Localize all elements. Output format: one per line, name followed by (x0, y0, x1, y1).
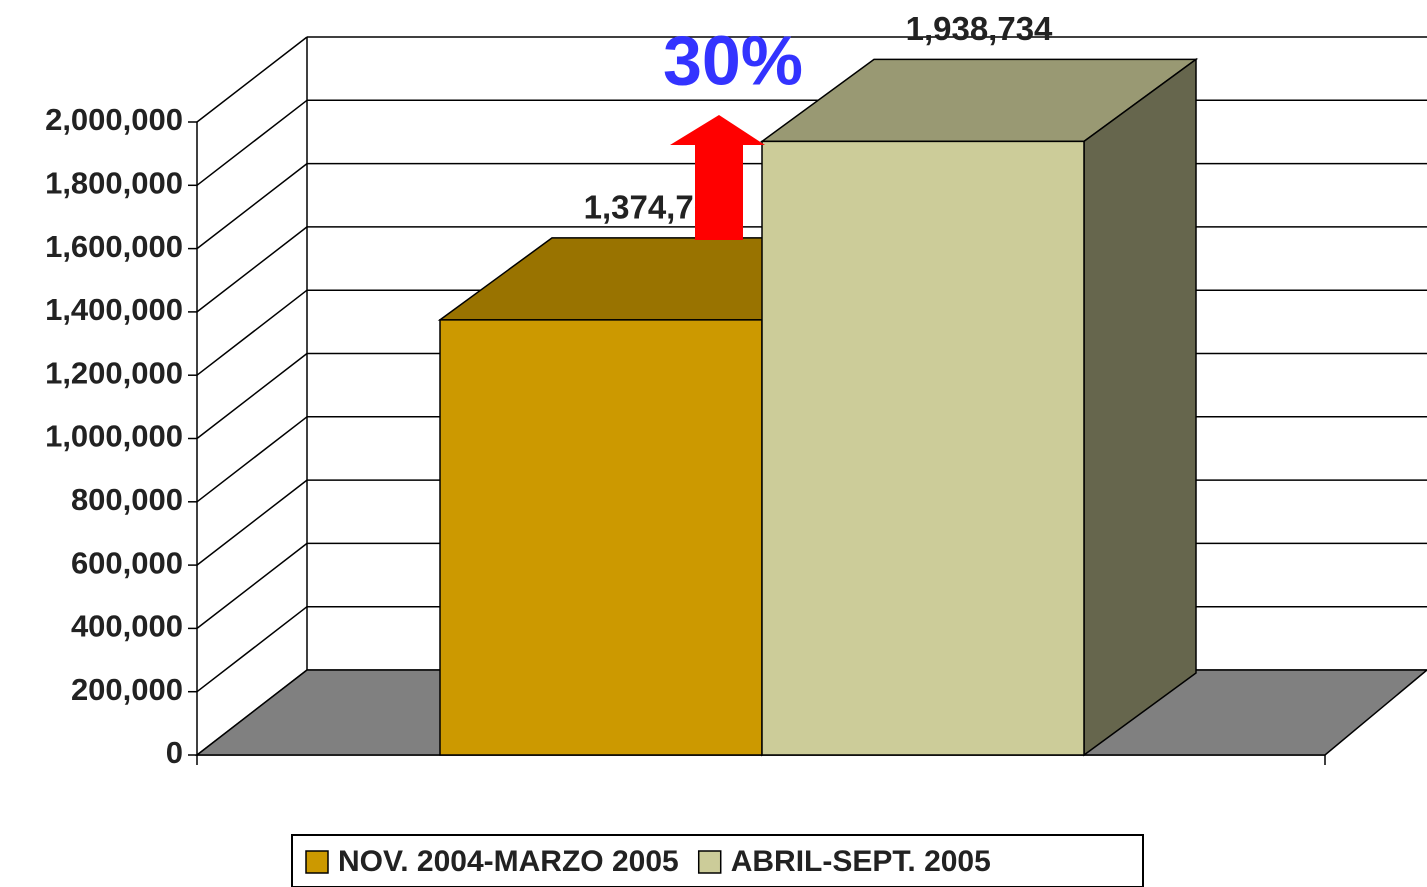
y-tick-label: 800,000 (71, 482, 183, 517)
y-tick-label: 1,200,000 (45, 355, 183, 390)
bar (439, 319, 763, 756)
grid-line (196, 542, 308, 629)
grid-line (196, 606, 308, 693)
grid-line (196, 226, 308, 313)
grid-line (196, 352, 308, 440)
bar (761, 140, 1085, 756)
y-tick-label: 0 (166, 735, 183, 770)
y-tick-label: 200,000 (71, 672, 183, 707)
legend-swatch (305, 850, 329, 874)
y-tick-label: 1,800,000 (45, 165, 183, 200)
legend-items: NOV. 2004-MARZO 2005 ABRIL-SEPT. 2005 (305, 845, 991, 878)
legend-label: NOV. 2004-MARZO 2005 (338, 845, 679, 878)
data-label: 1,938,734 (906, 10, 1053, 47)
legend (291, 834, 1144, 887)
grid-line (196, 36, 308, 123)
bar-side (1083, 57, 1197, 757)
legend-label: ABRIL-SEPT. 2005 (731, 845, 991, 878)
grid-line (196, 163, 308, 250)
y-tick-label: 600,000 (71, 545, 183, 580)
grid-line (196, 416, 308, 503)
grid-line (196, 99, 308, 186)
y-tick-label: 1,600,000 (45, 229, 183, 264)
legend-swatch (697, 850, 722, 874)
annotation: 30% (663, 21, 803, 99)
grid-line (196, 289, 308, 376)
y-tick-label: 1,000,000 (45, 419, 183, 454)
grid-line (196, 479, 308, 566)
y-tick-label: 2,000,000 (45, 102, 183, 137)
y-tick-label: 1,400,000 (45, 292, 183, 327)
increase-arrow (670, 115, 765, 240)
y-tick-label: 400,000 (71, 609, 183, 644)
